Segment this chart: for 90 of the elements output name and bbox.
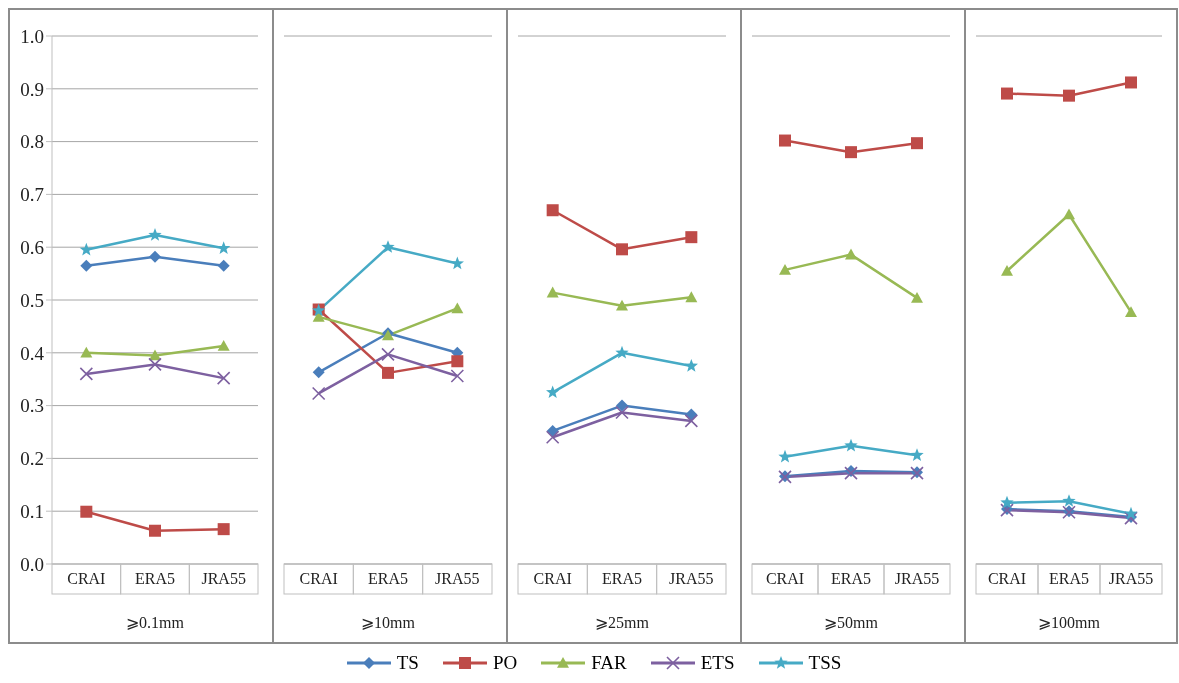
- point: [1062, 494, 1076, 507]
- point: [1125, 76, 1137, 89]
- point: [546, 204, 559, 217]
- legend-label: PO: [492, 652, 518, 674]
- point: [1063, 208, 1075, 220]
- point: [217, 523, 230, 536]
- point: [382, 366, 394, 379]
- point: [80, 259, 93, 272]
- point: [217, 241, 231, 254]
- point: [217, 339, 230, 351]
- point: [450, 369, 465, 383]
- point: [451, 302, 464, 314]
- y-tick-label: 0.0: [20, 553, 44, 575]
- point: [1000, 495, 1014, 509]
- point: [685, 231, 698, 244]
- y-tick-label: 0.9: [20, 78, 44, 100]
- point: [217, 259, 230, 272]
- x-axis-title: ⩾25mm: [595, 614, 650, 631]
- point: [779, 134, 791, 147]
- point: [546, 286, 559, 298]
- y-tick-label: 1.0: [20, 25, 44, 47]
- legend-label: TSS: [808, 652, 842, 674]
- x-tick-label: CRAI: [765, 570, 805, 587]
- x-tick-label: JRA55: [201, 570, 246, 587]
- point: [312, 366, 325, 379]
- point: [910, 448, 924, 461]
- x-tick-label: CRAI: [533, 570, 572, 587]
- point: [684, 414, 699, 428]
- y-tick-label: 0.6: [20, 236, 44, 258]
- point: [216, 371, 231, 385]
- point: [450, 256, 464, 270]
- point: [845, 146, 857, 159]
- y-tick-label: 0.8: [20, 131, 44, 153]
- point: [1001, 264, 1013, 276]
- x-tick-label: JRA55: [669, 570, 714, 587]
- y-tick-label: 0.4: [20, 342, 45, 364]
- point: [616, 243, 628, 256]
- point: [149, 250, 161, 263]
- point: [148, 228, 162, 241]
- x-axis-title: ⩾50mm: [824, 614, 879, 631]
- point: [1125, 306, 1137, 317]
- point: [779, 263, 791, 275]
- point: [311, 386, 326, 401]
- y-tick-label: 0.2: [20, 448, 44, 470]
- x-axis-title: ⩾10mm: [361, 614, 416, 631]
- x-tick-label: ERA5: [135, 570, 175, 587]
- point: [149, 524, 161, 537]
- point: [451, 355, 464, 368]
- point: [1124, 506, 1138, 520]
- point: [911, 137, 923, 150]
- legend-label: FAR: [591, 652, 627, 674]
- point: [79, 242, 93, 256]
- point: [545, 430, 560, 445]
- x-tick-label: JRA55: [435, 570, 480, 587]
- point: [616, 299, 628, 311]
- x-tick-label: JRA55: [894, 570, 940, 587]
- y-tick-label: 0.7: [20, 184, 44, 206]
- point: [1001, 87, 1013, 100]
- x-tick-label: CRAI: [67, 570, 106, 587]
- point: [546, 385, 560, 399]
- x-axis-title: ⩾100mm: [1038, 614, 1101, 631]
- point: [381, 347, 395, 362]
- point: [148, 357, 162, 372]
- y-tick-label: 0.3: [20, 395, 44, 417]
- y-tick-label: 0.1: [20, 500, 44, 522]
- x-tick-label: JRA55: [1108, 570, 1154, 587]
- point: [80, 346, 93, 358]
- x-axis-title: ⩾0.1mm: [126, 614, 185, 631]
- point: [685, 291, 698, 303]
- x-tick-label: ERA5: [831, 570, 871, 587]
- point: [80, 505, 93, 518]
- y-tick-label: 0.5: [20, 289, 44, 311]
- x-tick-label: CRAI: [987, 570, 1027, 587]
- legend-label: TS: [396, 652, 419, 674]
- point: [615, 405, 629, 420]
- point: [616, 399, 628, 412]
- legend-label: ETS: [700, 652, 735, 674]
- x-tick-label: CRAI: [299, 570, 338, 587]
- point: [79, 367, 94, 381]
- point: [381, 240, 395, 253]
- point: [844, 438, 858, 452]
- point: [911, 291, 923, 303]
- x-tick-label: ERA5: [602, 570, 642, 587]
- point: [778, 449, 792, 463]
- x-tick-label: ERA5: [368, 570, 408, 587]
- point: [615, 345, 629, 359]
- x-tick-label: ERA5: [1049, 570, 1089, 587]
- point: [845, 248, 857, 260]
- point: [684, 359, 698, 372]
- point: [1063, 89, 1075, 102]
